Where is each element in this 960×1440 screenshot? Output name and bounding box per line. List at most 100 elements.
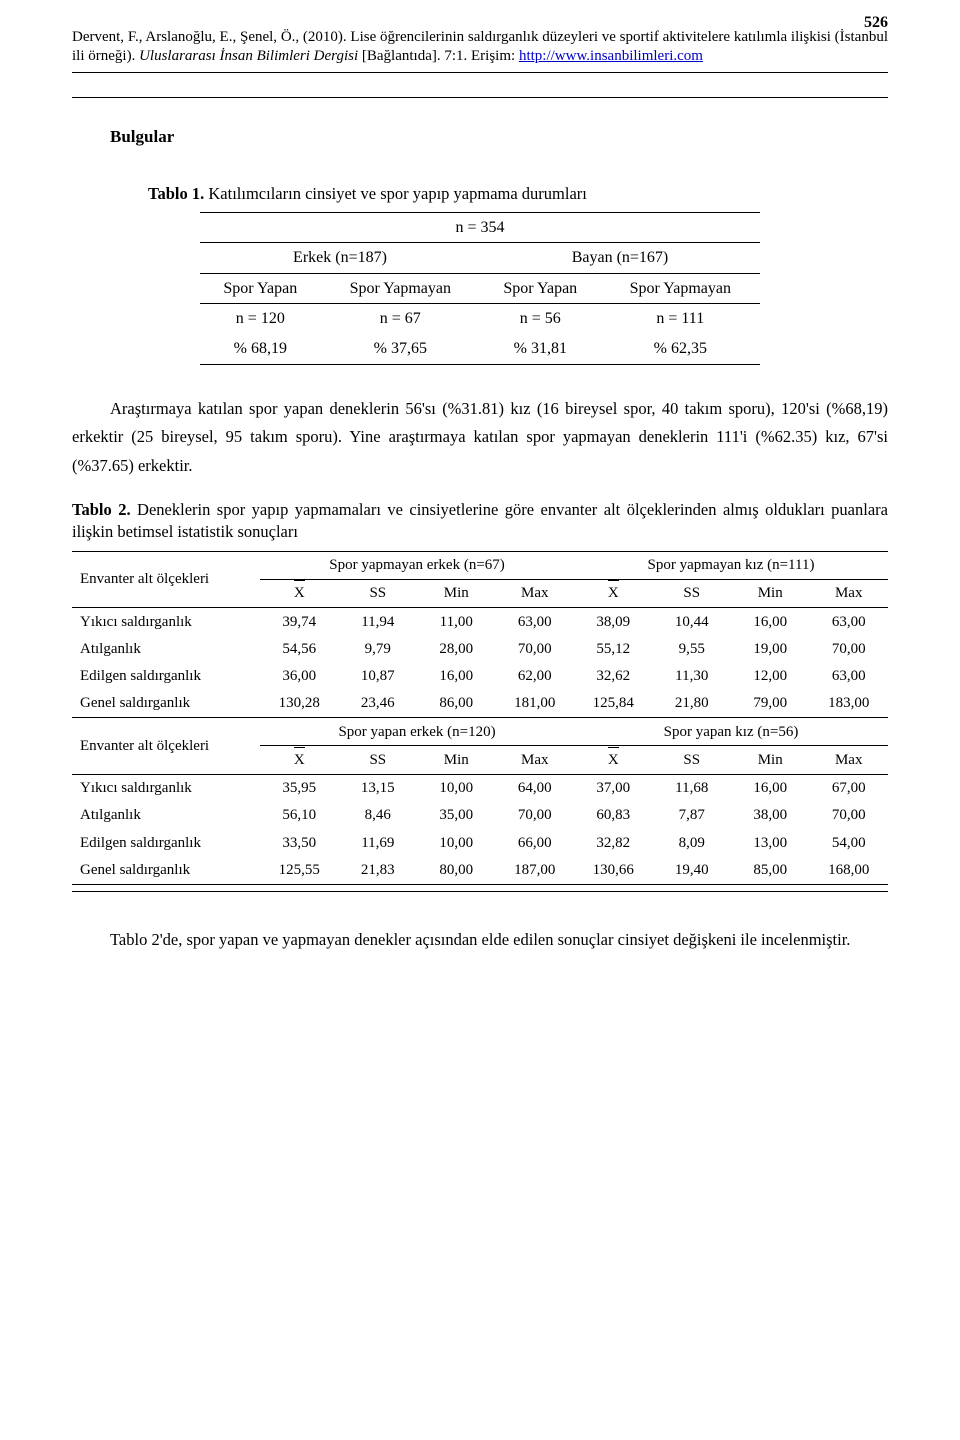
cell: 39,74 (260, 608, 338, 636)
table-row: Genel saldırganlık (72, 856, 260, 884)
table1-caption: Tablo 1. Katılımcıların cinsiyet ve spor… (148, 183, 888, 205)
citation-block: Dervent, F., Arslanoğlu, E., Şenel, Ö., … (72, 28, 888, 66)
cell: 19,00 (731, 635, 809, 662)
table2-chb-7: Max (809, 746, 888, 774)
cell: 86,00 (417, 690, 495, 718)
cell: 70,00 (496, 635, 574, 662)
cell: 11,00 (417, 608, 495, 636)
cell: 11,94 (339, 608, 417, 636)
table-row: Atılganlık (72, 635, 260, 662)
table2-chb-4: X (574, 746, 652, 774)
table2-ch-7: Max (809, 579, 888, 607)
table1-caption-bold: Tablo 1. (148, 184, 204, 203)
cell: 19,40 (652, 856, 730, 884)
table2: Envanter alt ölçekleri Spor yapmayan erk… (72, 551, 888, 892)
table2-ch-3: Max (496, 579, 574, 607)
cell: 13,15 (339, 774, 417, 802)
cell: 125,55 (260, 856, 338, 884)
cell: 183,00 (809, 690, 888, 718)
table2-group-b1: Spor yapan kız (n=56) (574, 718, 888, 746)
cell: 56,10 (260, 802, 338, 829)
cell: 35,00 (417, 802, 495, 829)
table2-chb-6: Min (731, 746, 809, 774)
cell: 32,62 (574, 663, 652, 690)
cell: 187,00 (496, 856, 574, 884)
cell: 66,00 (496, 829, 574, 856)
cell: 63,00 (496, 608, 574, 636)
cell: 80,00 (417, 856, 495, 884)
table2-ch-0: X (260, 579, 338, 607)
cell: 38,09 (574, 608, 652, 636)
table1-sub-2: Spor Yapan (480, 273, 601, 304)
cell: 33,50 (260, 829, 338, 856)
table1-sub-1: Spor Yapmayan (321, 273, 480, 304)
table2-caption-bold: Tablo 2. (72, 500, 131, 519)
cell: 67,00 (809, 774, 888, 802)
cell: 35,95 (260, 774, 338, 802)
divider-top-1 (72, 72, 888, 73)
cell: 11,30 (652, 663, 730, 690)
page: 526 Dervent, F., Arslanoğlu, E., Şenel, … (0, 0, 960, 1440)
cell: 64,00 (496, 774, 574, 802)
cell: 62,00 (496, 663, 574, 690)
cell: 13,00 (731, 829, 809, 856)
table2-rowlabel-a: Envanter alt ölçekleri (72, 551, 260, 608)
cell: 130,28 (260, 690, 338, 718)
table1-pct-1: % 37,65 (321, 334, 480, 364)
cell: 11,68 (652, 774, 730, 802)
cell: 23,46 (339, 690, 417, 718)
cell: 55,12 (574, 635, 652, 662)
table2-caption-text: Deneklerin spor yapıp yapmamaları ve cin… (72, 500, 888, 541)
table-row: Genel saldırganlık (72, 690, 260, 718)
cell: 60,83 (574, 802, 652, 829)
table2-ch-2: Min (417, 579, 495, 607)
cell: 63,00 (809, 608, 888, 636)
table1-n-3: n = 111 (601, 304, 760, 334)
paragraph-1: Araştırmaya katılan spor yapan denekleri… (72, 395, 888, 482)
table1: n = 354 Erkek (n=187) Bayan (n=167) Spor… (200, 212, 760, 365)
cell: 70,00 (809, 635, 888, 662)
cell: 10,00 (417, 829, 495, 856)
cell: 79,00 (731, 690, 809, 718)
paragraph-2: Tablo 2'de, spor yapan ve yapmayan denek… (72, 926, 888, 955)
table2-chb-0: X (260, 746, 338, 774)
table1-caption-text: Katılımcıların cinsiyet ve spor yapıp ya… (204, 184, 587, 203)
citation-url[interactable]: http://www.insanbilimleri.com (519, 48, 703, 64)
divider-top-2 (72, 97, 888, 98)
cell: 168,00 (809, 856, 888, 884)
table2-ch-1: SS (339, 579, 417, 607)
table-row: Atılganlık (72, 802, 260, 829)
cell: 8,09 (652, 829, 730, 856)
cell: 38,00 (731, 802, 809, 829)
cell: 54,00 (809, 829, 888, 856)
cell: 181,00 (496, 690, 574, 718)
citation-status: [Bağlantıda]. 7:1. Erişim: (362, 48, 519, 64)
table1-total: n = 354 (200, 212, 760, 243)
table2-ch-5: SS (652, 579, 730, 607)
table2-chb-2: Min (417, 746, 495, 774)
cell: 16,00 (731, 608, 809, 636)
table1-pct-3: % 62,35 (601, 334, 760, 364)
table2-ch-6: Min (731, 579, 809, 607)
cell: 130,66 (574, 856, 652, 884)
table-row: Edilgen saldırganlık (72, 663, 260, 690)
cell: 7,87 (652, 802, 730, 829)
cell: 21,80 (652, 690, 730, 718)
table1-n-1: n = 67 (321, 304, 480, 334)
citation-journal: Uluslararası İnsan Bilimleri Dergisi (139, 48, 362, 64)
cell: 8,46 (339, 802, 417, 829)
cell: 12,00 (731, 663, 809, 690)
table1-pct-0: % 68,19 (200, 334, 321, 364)
table2-chb-1: SS (339, 746, 417, 774)
cell: 10,87 (339, 663, 417, 690)
cell: 28,00 (417, 635, 495, 662)
cell: 11,69 (339, 829, 417, 856)
cell: 70,00 (809, 802, 888, 829)
cell: 16,00 (417, 663, 495, 690)
cell: 10,44 (652, 608, 730, 636)
table-row: Yıkıcı saldırganlık (72, 774, 260, 802)
table1-n-2: n = 56 (480, 304, 601, 334)
citation-authors: Dervent, F., Arslanoğlu, E., Şenel, Ö., … (72, 29, 350, 45)
table-row: Yıkıcı saldırganlık (72, 608, 260, 636)
cell: 63,00 (809, 663, 888, 690)
